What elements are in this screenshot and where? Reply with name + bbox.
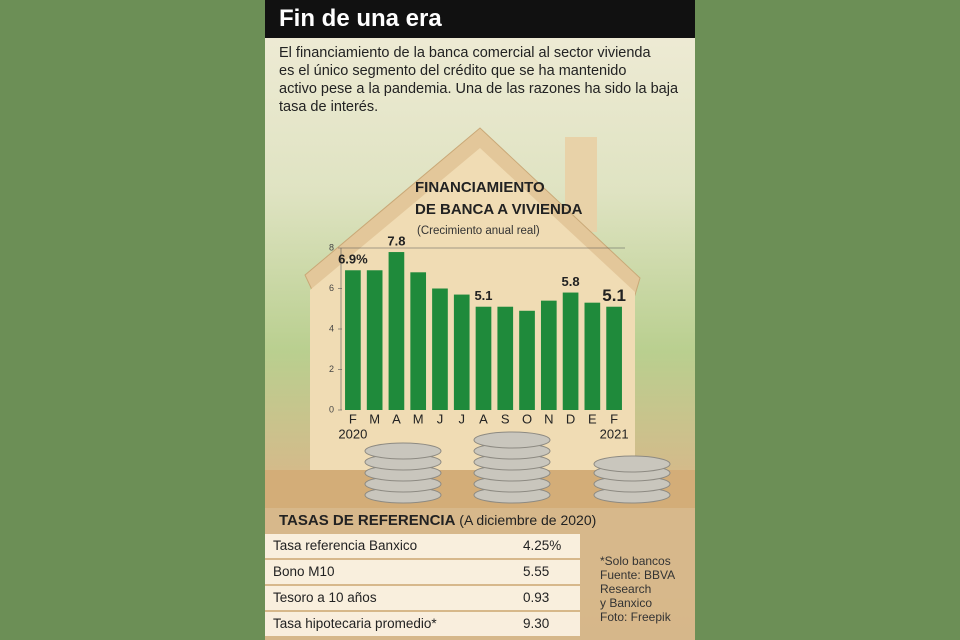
value-label: 6.9%: [338, 252, 368, 267]
intro-line: tasa de interés.: [279, 99, 379, 115]
bar: [562, 292, 579, 410]
rates-heading: TASAS DE REFERENCIA (A diciembre de 2020…: [279, 512, 596, 529]
x-tick-label: A: [479, 411, 488, 426]
rates-title: TASAS DE REFERENCIA: [279, 512, 456, 529]
x-tick-label: F: [349, 411, 357, 426]
intro-line: es el único segmento del crédito que se …: [279, 63, 627, 79]
bar: [453, 294, 470, 410]
rate-row: Tesoro a 10 años 0.93: [265, 586, 580, 610]
rate-label: Tasa referencia Banxico: [273, 538, 418, 553]
rate-value: 5.55: [523, 564, 550, 579]
chart-subtitle: (Crecimiento anual real): [417, 225, 540, 237]
rates-subtitle: (A diciembre de 2020): [459, 512, 597, 528]
x-tick-label: M: [413, 411, 424, 426]
chart-title: DE BANCA A VIVIENDA: [415, 201, 583, 218]
note: y Banxico: [600, 596, 653, 610]
x-tick-label: N: [544, 411, 553, 426]
chart-title: FINANCIAMIENTO: [415, 179, 545, 196]
note: *Solo bancos: [600, 554, 671, 568]
value-label: 5.8: [562, 274, 580, 289]
bar: [475, 306, 492, 410]
bar: [366, 270, 383, 410]
rate-row: Tasa referencia Banxico 4.25%: [265, 534, 580, 558]
y-tick-label: 8: [329, 242, 334, 252]
bar: [432, 288, 448, 410]
y-tick-label: 0: [329, 404, 334, 414]
y-tick-label: 4: [329, 323, 334, 333]
x-tick-label: D: [566, 411, 575, 426]
intro-line: El financiamiento de la banca comercial …: [279, 45, 651, 61]
intro-line: activo pese a la pandemia. Una de las ra…: [279, 81, 679, 97]
bar: [410, 272, 427, 410]
x-tick-label: J: [437, 411, 444, 426]
infographic: FINANCIAMIENTO DE BANCA A VIVIENDA (Crecim…: [265, 0, 695, 640]
y-tick-label: 2: [329, 364, 334, 374]
bar: [606, 306, 622, 410]
rate-row: Tasa hipotecaria promedio* 9.30: [265, 612, 580, 636]
note: Research: [600, 582, 652, 596]
bar: [497, 306, 514, 410]
note: Fuente: BBVA: [600, 568, 676, 582]
value-label: 5.1: [474, 288, 492, 303]
x-tick-label: E: [588, 411, 597, 426]
rates-table: TASAS DE REFERENCIA (A diciembre de 2020…: [265, 508, 695, 640]
x-tick-label: J: [458, 411, 465, 426]
y-tick-label: 6: [329, 283, 334, 293]
year-label: 2020: [338, 426, 367, 441]
rate-label: Bono M10: [273, 564, 335, 579]
x-tick-label: O: [522, 411, 532, 426]
note: Foto: Freepik: [600, 610, 671, 624]
title: Fin de una era: [265, 0, 695, 38]
rate-value: 4.25%: [523, 538, 562, 553]
year-label: 2021: [600, 426, 629, 441]
coins: [364, 431, 671, 504]
value-label: 7.8: [387, 233, 405, 248]
bar-chart: FINANCIAMIENTO DE BANCA A VIVIENDA (Crecim…: [329, 179, 629, 441]
bar: [519, 310, 535, 410]
x-tick-label: S: [501, 411, 510, 426]
illustration: FINANCIAMIENTO DE BANCA A VIVIENDA (Crecim…: [265, 127, 695, 510]
value-label: 5.1: [602, 286, 626, 305]
rate-label: Tesoro a 10 años: [273, 590, 377, 605]
rate-row: Bono M10 5.55: [265, 560, 580, 584]
x-tick-label: F: [610, 411, 618, 426]
bar: [584, 302, 601, 410]
bar: [540, 300, 557, 410]
rate-label: Tasa hipotecaria promedio*: [273, 616, 437, 631]
rate-value: 0.93: [523, 590, 550, 605]
x-tick-label: M: [369, 411, 380, 426]
intro: El financiamiento de la banca comercial …: [279, 44, 689, 116]
bar: [388, 252, 405, 410]
notes: *Solo bancos Fuente: BBVA Research y Ban…: [600, 554, 675, 624]
bar: [345, 270, 361, 410]
rate-value: 9.30: [523, 616, 550, 631]
x-tick-label: A: [392, 411, 401, 426]
